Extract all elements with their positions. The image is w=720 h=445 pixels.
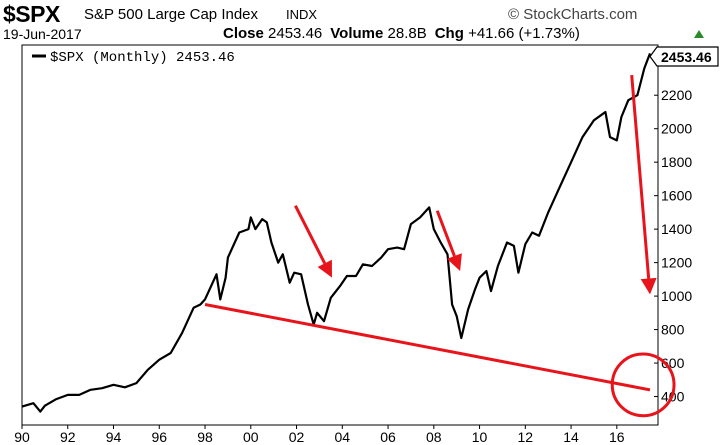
stockcharts-logo[interactable]: © StockCharts.com [508, 6, 638, 23]
x-tick-label: 98 [197, 429, 213, 445]
y-axis: 4006008001000120014001600180020002200240… [654, 54, 692, 405]
x-tick-label: 90 [14, 429, 30, 445]
x-tick-label: 10 [472, 429, 488, 445]
x-tick-label: 94 [106, 429, 122, 445]
y-tick-label: 1000 [661, 288, 692, 304]
volume-label: Volume [330, 25, 384, 42]
target-circle [610, 352, 676, 418]
price-stats: Close 2453.46 Volume 28.8B Chg +41.66 (+1.… [223, 25, 580, 42]
close-value: 2453.46 [268, 25, 323, 42]
x-tick-label: 12 [518, 429, 534, 445]
red-arrow [435, 210, 462, 271]
chg-label: Chg [434, 25, 464, 42]
up-triangle-icon [694, 30, 704, 38]
red-arrow-head [640, 277, 657, 295]
x-tick-label: 02 [289, 429, 305, 445]
exchange-label: INDX [286, 7, 318, 22]
x-tick-label: 96 [151, 429, 167, 445]
y-tick-label: 1600 [661, 188, 692, 204]
x-tick-label: 00 [243, 429, 259, 445]
chart-header: $SPX S&P 500 Large Cap Index INDX © Stoc… [0, 0, 720, 44]
legend: $SPX (Monthly) 2453.46 [32, 50, 235, 66]
volume-value: 28.8B [387, 25, 427, 42]
price-series-line [21, 53, 652, 413]
red-arrow [630, 75, 657, 295]
symbol-label: $SPX [3, 1, 60, 27]
red-arrow-shaft [294, 205, 327, 265]
y-tick-label: 800 [661, 322, 685, 338]
last-price-value: 2453.46 [661, 49, 712, 65]
y-tick-label: 2200 [661, 87, 692, 103]
x-tick-label: 14 [563, 429, 579, 445]
annotations [204, 75, 676, 418]
red-arrow-shaft [435, 210, 456, 257]
y-tick-label: 1200 [661, 255, 692, 271]
plot-frame [21, 44, 659, 426]
date-label: 19-Jun-2017 [3, 26, 82, 42]
red-arrow-head [446, 253, 462, 271]
support-trendline [204, 302, 651, 392]
y-tick-label: 1800 [661, 154, 692, 170]
x-tick-label: 92 [60, 429, 76, 445]
chg-value: +41.66 (+1.73%) [468, 25, 580, 42]
last-price-tag-box [649, 46, 719, 67]
red-arrow-head [317, 259, 332, 278]
y-tick-label: 1400 [661, 221, 692, 237]
last-price-tag: 2453.46 [649, 46, 719, 67]
x-axis: 90 92 94 96 98 00 02 04 06 08 10 12 14 16 [14, 425, 625, 445]
x-tick-label: 04 [334, 429, 350, 445]
red-arrow-shaft [630, 75, 651, 279]
x-tick-label: 08 [426, 429, 442, 445]
red-arrow [294, 205, 332, 278]
legend-label: $SPX (Monthly) 2453.46 [50, 50, 235, 66]
close-label: Close [223, 25, 264, 42]
x-tick-label: 06 [380, 429, 396, 445]
x-tick-label: 16 [609, 429, 625, 445]
index-name: S&P 500 Large Cap Index [84, 6, 259, 23]
y-tick-label: 2000 [661, 121, 692, 137]
